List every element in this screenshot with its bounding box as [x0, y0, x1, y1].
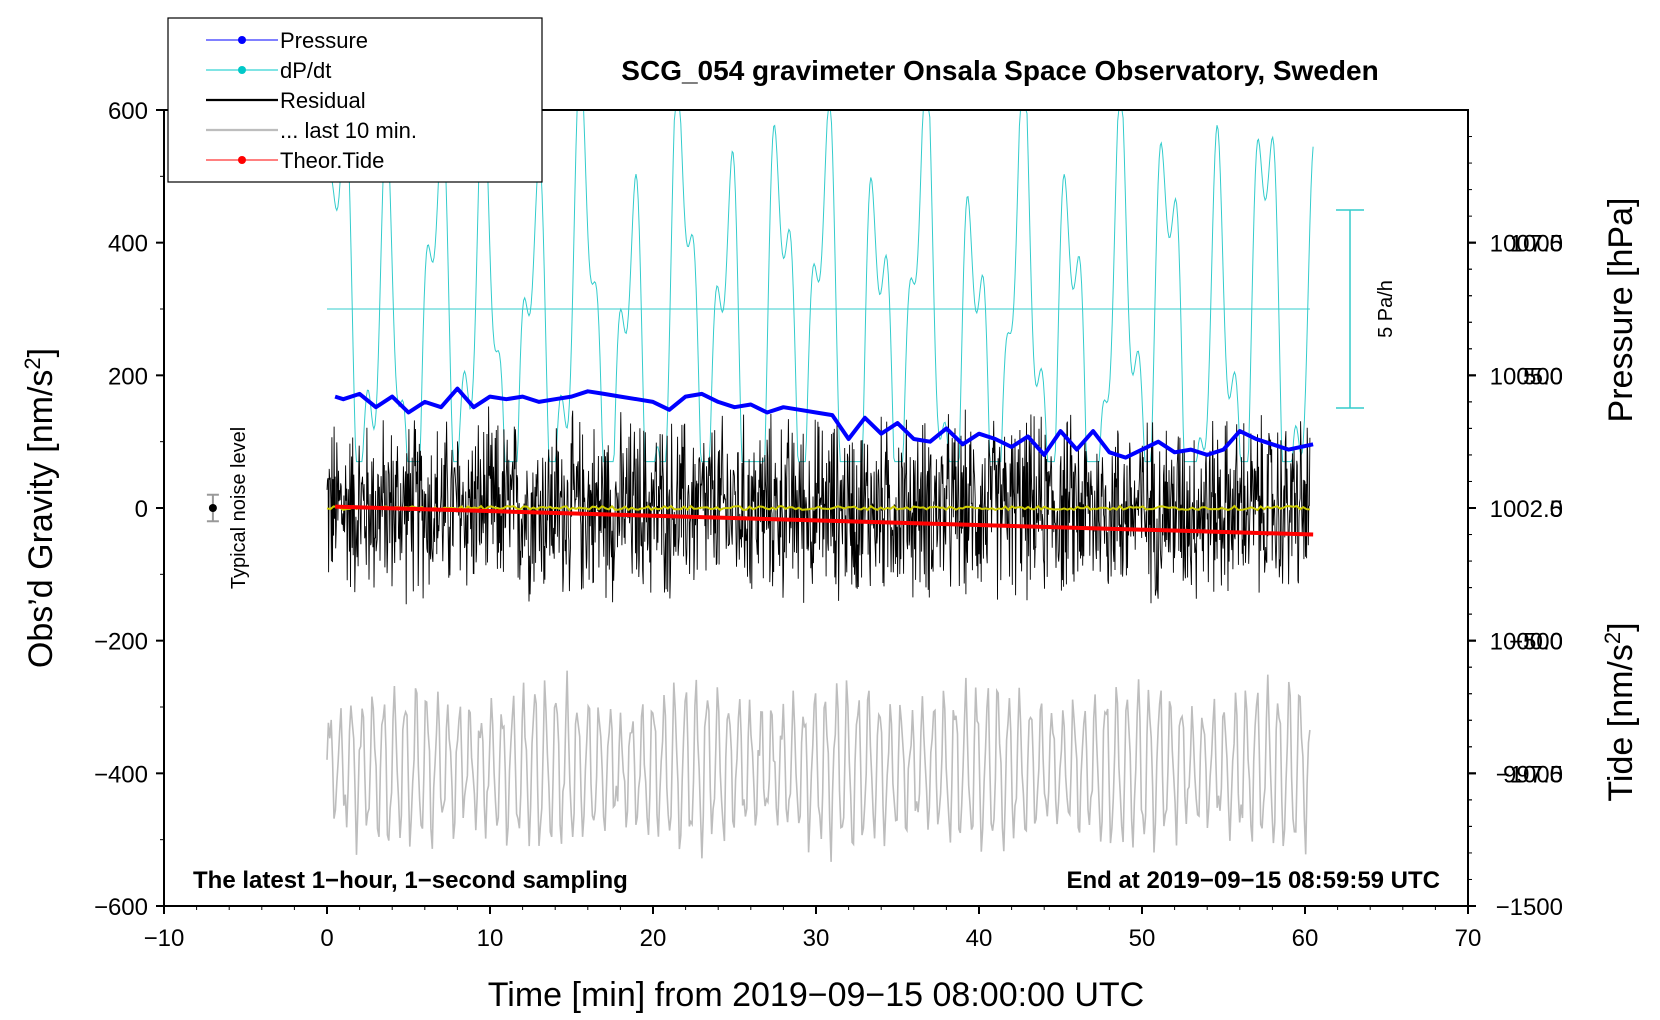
- noise-label: Typical noise level: [228, 427, 250, 589]
- y-tick-label: 400: [108, 231, 148, 258]
- y-tick-label: −600: [94, 894, 148, 921]
- pressure-series-line: [334, 386, 1314, 460]
- tide-axis-label: Tide [nm/s2]: [1600, 622, 1640, 801]
- legend-swatch-dot: [238, 36, 246, 44]
- x-axis-label: Time [min] from 2019−09−15 08:00:00 UTC: [488, 976, 1144, 1014]
- pressure-tick-label: 1002.5: [1490, 496, 1563, 523]
- x-tick-label: 0: [320, 925, 333, 952]
- pressure-axis-label: Pressure [hPa]: [1602, 198, 1640, 423]
- x-tick-label: 30: [803, 925, 830, 952]
- y-tick-label: 0: [135, 496, 148, 523]
- legend-label: ... last 10 min.: [280, 118, 417, 143]
- y-tick-label: 600: [108, 98, 148, 125]
- pressure-tick-label: 1005.0: [1490, 363, 1563, 390]
- y-axis-label-text: Obs’d Gravity [nm/s: [22, 370, 60, 669]
- dpdt-series-line: [329, 108, 1314, 463]
- legend-swatch-dot: [238, 66, 246, 74]
- y-axis-label-sup: 2: [20, 357, 45, 369]
- tide-axis-label-text: Tide [nm/s: [1602, 644, 1640, 801]
- legend-label: Theor.Tide: [280, 148, 384, 173]
- residual-smoothed-line: [326, 504, 1310, 512]
- x-tick-label: 10: [477, 925, 504, 952]
- annotation-right: End at 2019−09−15 08:59:59 UTC: [1066, 867, 1440, 894]
- scale-bar-label: 5 Pa/h: [1375, 280, 1397, 338]
- x-tick-label: 60: [1292, 925, 1319, 952]
- tide-tick-label: 0: [1550, 496, 1563, 523]
- y-axis-label: Obs’d Gravity [nm/s2]: [20, 348, 60, 668]
- series-layer: [164, 108, 1468, 906]
- legend-label: Pressure: [280, 28, 368, 53]
- x-tick-label: 70: [1455, 925, 1482, 952]
- tide-series-line: [335, 504, 1314, 537]
- legend-label: Residual: [280, 88, 366, 113]
- y-tick-label: −400: [94, 761, 148, 788]
- tide-tick-label: −500: [1509, 629, 1563, 656]
- chart-title: SCG_054 gravimeter Onsala Space Observat…: [621, 55, 1378, 86]
- y-axis-label-suffix: ]: [22, 348, 60, 357]
- legend-label: dP/dt: [280, 58, 331, 83]
- tide-tick-label: 500: [1523, 363, 1563, 390]
- x-tick-label: 40: [966, 925, 993, 952]
- x-tick-label: 50: [1129, 925, 1156, 952]
- residual-series-line: [326, 406, 1311, 605]
- text-layer: −10 0 10 20 30 40 50 60 70−600−400−2000200400600…: [20, 17, 1640, 1014]
- annotation-left: The latest 1−hour, 1−second sampling: [193, 867, 628, 894]
- y-tick-label: 200: [108, 363, 148, 390]
- pressure-tick-label: 997.5: [1503, 761, 1563, 788]
- legend-swatch-dot: [238, 156, 246, 164]
- tide-tick-label: −1000: [1496, 761, 1563, 788]
- tide-tick-label: 1000: [1510, 231, 1563, 258]
- tide-axis-label-suffix: ]: [1602, 622, 1640, 631]
- tide-tick-label: −1500: [1496, 894, 1563, 921]
- tide-axis-label-sup: 2: [1600, 632, 1625, 644]
- x-tick-label: 20: [640, 925, 667, 952]
- y-tick-label: −200: [94, 629, 148, 656]
- x-tick-label: −10: [144, 925, 185, 952]
- noise-marker: [208, 504, 217, 512]
- axes-layer: [156, 109, 1476, 914]
- last-10-min-series-line: [326, 670, 1311, 862]
- pressure-tick-label: 1000.0: [1490, 629, 1563, 656]
- pressure-tick-label: 1007.5: [1490, 231, 1563, 258]
